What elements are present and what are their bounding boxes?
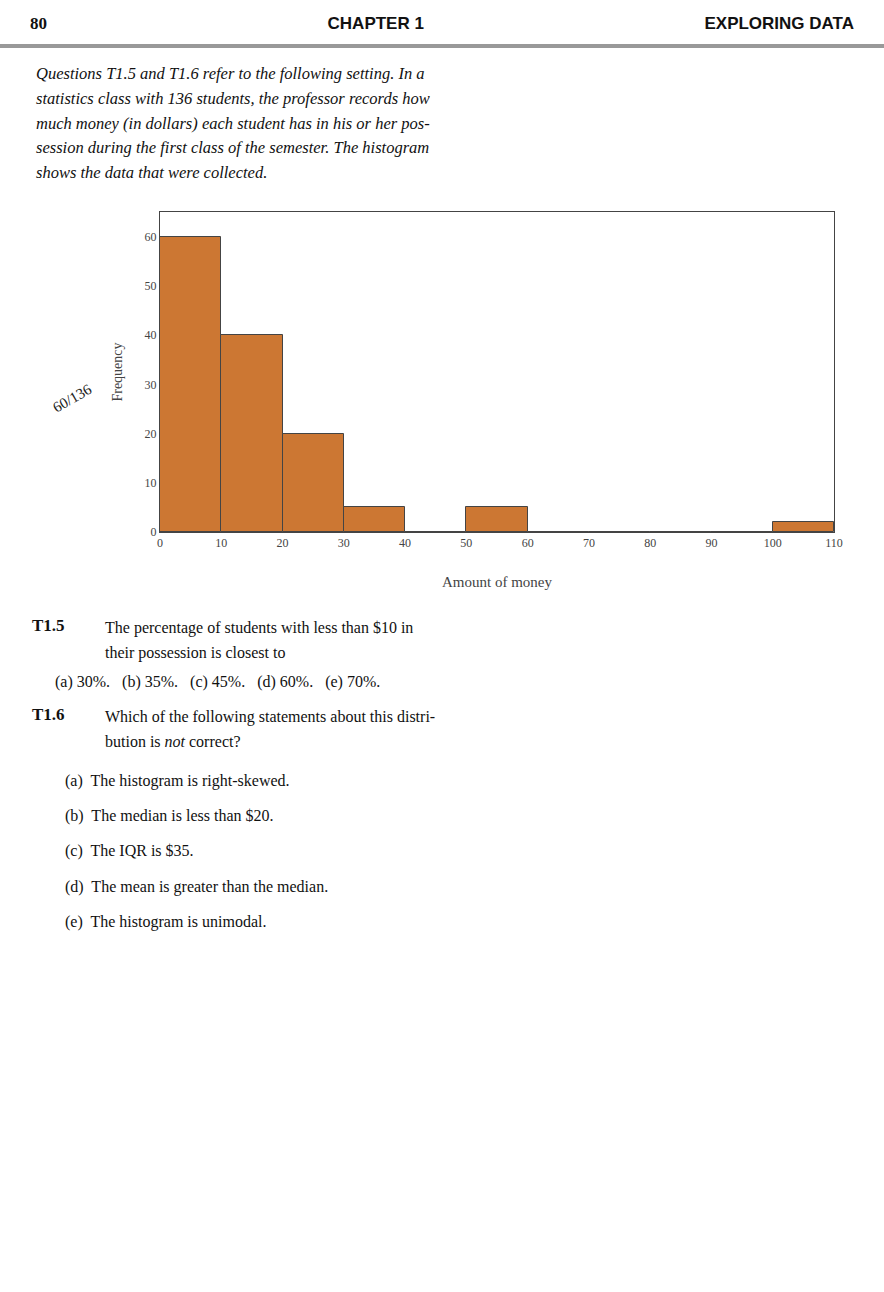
svg-text:0: 0 [151, 525, 157, 539]
html-text:(c) The IQR is $35.: (c) The IQR is $35. [65, 842, 194, 860]
html-text:(e) The histogram is unimodal.: (e) The histogram is unimodal. [65, 912, 267, 930]
html-text:(b) The median is less than $2: (b) The median is less than $20. [65, 807, 274, 825]
svg-text:10: 10 [215, 536, 227, 550]
html-text:80: 80 [30, 14, 47, 33]
svg-text:40: 40 [399, 536, 411, 550]
html-text:bution is not correct?: bution is not correct? [105, 733, 241, 751]
html-text:statistics class with 136 stud: statistics class with 136 students, the … [36, 88, 430, 108]
svg-text:Frequency: Frequency [110, 342, 125, 401]
svg-text:20: 20 [145, 426, 157, 440]
html-text:(d) The mean is greater than t: (d) The mean is greater than the median. [65, 877, 329, 895]
html-text:CHAPTER 1: CHAPTER 1 [327, 14, 424, 33]
html-text:much money (in dollars) each s: much money (in dollars) each student has… [36, 113, 430, 133]
svg-text:20: 20 [277, 536, 289, 550]
svg-text:30: 30 [145, 377, 157, 391]
svg-text:60: 60 [522, 536, 534, 550]
svg-text:90: 90 [705, 536, 717, 550]
svg-text:10: 10 [145, 476, 157, 490]
svg-text:0: 0 [157, 536, 163, 550]
svg-text:60: 60 [145, 230, 157, 244]
html-text:their possession is closest to: their possession is closest to [105, 643, 286, 661]
html-text:(a) The histogram is right-ske: (a) The histogram is right-skewed. [65, 771, 290, 789]
svg-text:Amount of money: Amount of money [442, 574, 552, 590]
svg-text:40: 40 [145, 328, 157, 342]
html-text:T1.6: T1.6 [32, 705, 65, 725]
html-text:EXPLORING DATA: EXPLORING DATA [704, 14, 854, 33]
svg-text:70: 70 [583, 536, 595, 550]
svg-text:100: 100 [764, 536, 782, 550]
svg-text:50: 50 [460, 536, 472, 550]
svg-text:30: 30 [338, 536, 350, 550]
svg-text:110: 110 [825, 536, 843, 550]
svg-text:60/136: 60/136 [50, 380, 95, 415]
svg-text:80: 80 [644, 536, 656, 550]
svg-text:50: 50 [145, 279, 157, 293]
html-text:shows the data that were colle: shows the data that were collected. [36, 163, 268, 182]
html-text:session during the first class: session during the first class of the se… [36, 138, 430, 158]
html-text:Questions T1.5 and T1.6 refer: Questions T1.5 and T1.6 refer to the fol… [36, 64, 425, 83]
html-text:Which of the following stateme: Which of the following statements about … [105, 708, 436, 726]
html-text:T1.5: T1.5 [32, 615, 65, 635]
html-text:The percentage of students wit: The percentage of students with less tha… [105, 618, 414, 636]
html-text:(a) 30%. (b) 35%. (c) 45%. (d): (a) 30%. (b) 35%. (c) 45%. (d) 60%. (e) … [55, 673, 381, 691]
